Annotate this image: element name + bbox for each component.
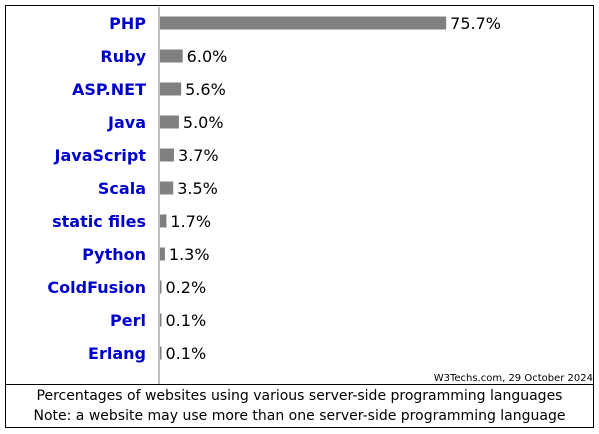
- caption-line-2: Note: a website may use more than one se…: [33, 408, 566, 424]
- bar: [160, 214, 167, 228]
- value-label: 3.5%: [177, 179, 218, 198]
- value-label: 75.7%: [450, 14, 501, 33]
- value-label: 0.2%: [166, 278, 207, 297]
- bar: [160, 115, 179, 129]
- bar: [160, 148, 174, 162]
- value-label: 0.1%: [166, 344, 207, 363]
- category-label: Erlang: [88, 344, 146, 363]
- value-label: 1.7%: [170, 212, 211, 231]
- bar: [160, 247, 165, 261]
- category-label: Scala: [98, 179, 146, 198]
- chart-caption: Percentages of websites using various se…: [6, 384, 593, 427]
- category-label: Perl: [110, 311, 146, 330]
- bar: [160, 49, 183, 63]
- bar: [160, 280, 162, 294]
- value-label: 6.0%: [187, 47, 228, 66]
- category-label: static files: [52, 212, 146, 231]
- value-label: 5.6%: [185, 80, 226, 99]
- category-label: Python: [82, 245, 146, 264]
- value-label: 5.0%: [183, 113, 224, 132]
- bar: [160, 313, 162, 327]
- chart-frame: [5, 5, 594, 428]
- value-label: 1.3%: [169, 245, 210, 264]
- value-label: 3.7%: [178, 146, 219, 165]
- value-label: 0.1%: [166, 311, 207, 330]
- category-label: Java: [107, 113, 146, 132]
- source-credit: W3Techs.com, 29 October 2024: [434, 373, 593, 384]
- bar: [160, 82, 182, 96]
- bar: [160, 346, 162, 360]
- category-label: Ruby: [100, 47, 146, 66]
- category-label: ASP.NET: [72, 80, 146, 99]
- bar: [160, 181, 174, 195]
- caption-line-1: Percentages of websites using various se…: [36, 388, 563, 404]
- bar: [160, 16, 447, 30]
- category-label: JavaScript: [54, 146, 147, 165]
- category-label: ColdFusion: [47, 278, 146, 297]
- category-label: PHP: [109, 14, 146, 33]
